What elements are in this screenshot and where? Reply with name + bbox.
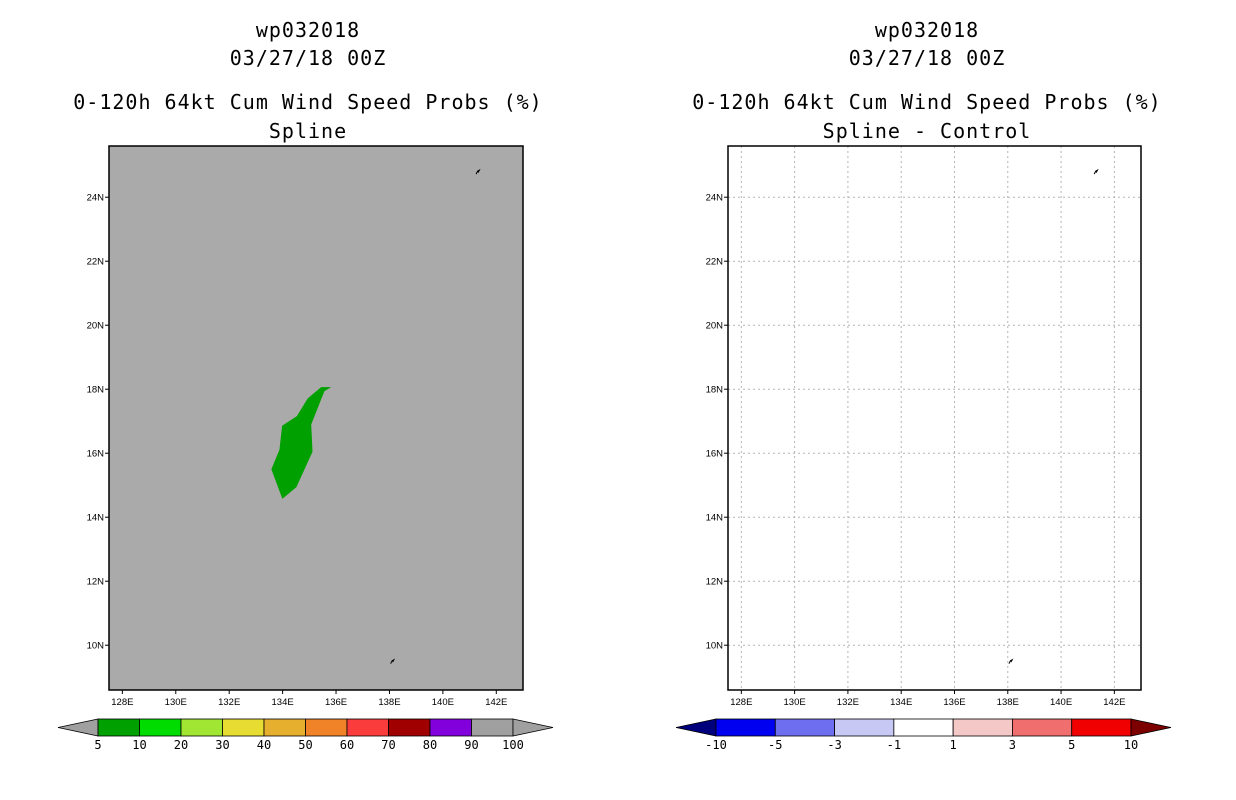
left-colorbar-segment — [346, 718, 389, 737]
right-y-tick-label: 24N — [706, 193, 724, 204]
right-x-tick-label: 140E — [1050, 697, 1072, 708]
right-y-tick-label: 16N — [706, 449, 724, 460]
left-x-tick-label: 128E — [111, 697, 133, 708]
right-plot-frame — [727, 145, 1142, 691]
right-colorbar-label: 1 — [950, 738, 957, 752]
left-colorbar-label: 5 — [94, 738, 101, 752]
left-colorbar-segment — [305, 718, 348, 737]
left-colorbar-label: 30 — [215, 738, 229, 752]
right-y-tick-label: 22N — [706, 257, 724, 268]
right-datetime: 03/27/18 00Z — [848, 46, 1006, 70]
left-colorbar-over-triangle — [512, 718, 554, 737]
left-probability-region — [271, 387, 332, 499]
left-datetime: 03/27/18 00Z — [229, 46, 387, 70]
left-x-tick-label: 140E — [432, 697, 454, 708]
left-colorbar-segment — [222, 718, 265, 737]
left-chart-title: 0-120h 64kt Cum Wind Speed Probs (%) — [73, 90, 543, 114]
right-colorbar-segment — [893, 718, 954, 737]
right-colorbar-segment — [952, 718, 1013, 737]
left-colorbar-segment — [139, 718, 182, 737]
right-x-tick-label: 130E — [784, 697, 806, 708]
right-colorbar-under-triangle — [675, 718, 717, 737]
left-colorbar-segment — [97, 718, 140, 737]
left-colorbar-under-triangle — [57, 718, 99, 737]
left-colorbar-segment — [388, 718, 431, 737]
left-y-tick-label: 18N — [87, 385, 105, 396]
right-storm-id: wp032018 — [874, 18, 980, 42]
right-x-tick-label: 142E — [1103, 697, 1125, 708]
left-island-outline — [390, 658, 396, 664]
right-chart-title: 0-120h 64kt Cum Wind Speed Probs (%) — [692, 90, 1162, 114]
right-island-outline — [1093, 168, 1099, 175]
right-y-tick-label: 14N — [706, 513, 724, 524]
right-colorbar-label: -3 — [827, 738, 841, 752]
right-y-tick-label: 12N — [706, 577, 724, 588]
left-colorbar-segment — [471, 718, 514, 737]
left-colorbar-segment — [429, 718, 472, 737]
left-colorbar-label: 80 — [423, 738, 437, 752]
right-x-tick-label: 136E — [943, 697, 965, 708]
left-y-tick-label: 16N — [87, 449, 105, 460]
right-y-tick-label: 20N — [706, 321, 724, 332]
left-island-outline — [475, 168, 481, 175]
left-x-tick-label: 132E — [218, 697, 240, 708]
right-y-tick-label: 10N — [706, 641, 724, 652]
right-colorbar-segment — [1012, 718, 1073, 737]
right-chart-subtitle: Spline - Control — [822, 119, 1032, 143]
left-x-tick-label: 136E — [325, 697, 347, 708]
right-colorbar-segment — [834, 718, 895, 737]
right-colorbar-label: 10 — [1124, 738, 1138, 752]
right-colorbar-label: -1 — [887, 738, 901, 752]
right-island-outline — [1008, 658, 1014, 664]
right-colorbar-segment — [1071, 718, 1132, 737]
right-colorbar-segment — [774, 718, 835, 737]
right-plot-area — [728, 146, 1141, 690]
left-y-tick-label: 14N — [87, 513, 105, 524]
left-colorbar-label: 10 — [132, 738, 146, 752]
right-colorbar-label: 5 — [1068, 738, 1075, 752]
left-x-tick-label: 142E — [485, 697, 507, 708]
right-x-tick-label: 128E — [730, 697, 752, 708]
right-x-tick-label: 138E — [997, 697, 1019, 708]
left-colorbar-label: 100 — [502, 738, 524, 752]
left-storm-id: wp032018 — [255, 18, 361, 42]
left-x-tick-label: 130E — [165, 697, 187, 708]
right-colorbar-segment — [715, 718, 776, 737]
right-x-tick-label: 134E — [890, 697, 912, 708]
left-colorbar-label: 50 — [298, 738, 312, 752]
left-y-tick-label: 20N — [87, 321, 105, 332]
left-plot-area — [109, 146, 523, 690]
left-y-tick-label: 22N — [87, 257, 105, 268]
right-colorbar-over-triangle — [1130, 718, 1172, 737]
left-y-tick-label: 10N — [87, 641, 105, 652]
left-colorbar-label: 70 — [381, 738, 395, 752]
left-colorbar-label: 60 — [340, 738, 354, 752]
left-y-tick-label: 12N — [87, 577, 105, 588]
left-x-tick-label: 134E — [272, 697, 294, 708]
left-colorbar-label: 90 — [464, 738, 478, 752]
left-y-tick-label: 24N — [87, 193, 105, 204]
left-chart-subtitle: Spline — [268, 119, 348, 143]
right-colorbar-label: 3 — [1009, 738, 1016, 752]
right-colorbar-label: -5 — [768, 738, 782, 752]
left-colorbar-segment — [180, 718, 223, 737]
right-y-tick-label: 18N — [706, 385, 724, 396]
right-colorbar-label: -10 — [705, 738, 727, 752]
left-colorbar-label: 20 — [174, 738, 188, 752]
left-plot-frame — [108, 145, 524, 691]
left-colorbar-segment — [263, 718, 306, 737]
left-x-tick-label: 138E — [378, 697, 400, 708]
left-colorbar-label: 40 — [257, 738, 271, 752]
right-x-tick-label: 132E — [837, 697, 859, 708]
